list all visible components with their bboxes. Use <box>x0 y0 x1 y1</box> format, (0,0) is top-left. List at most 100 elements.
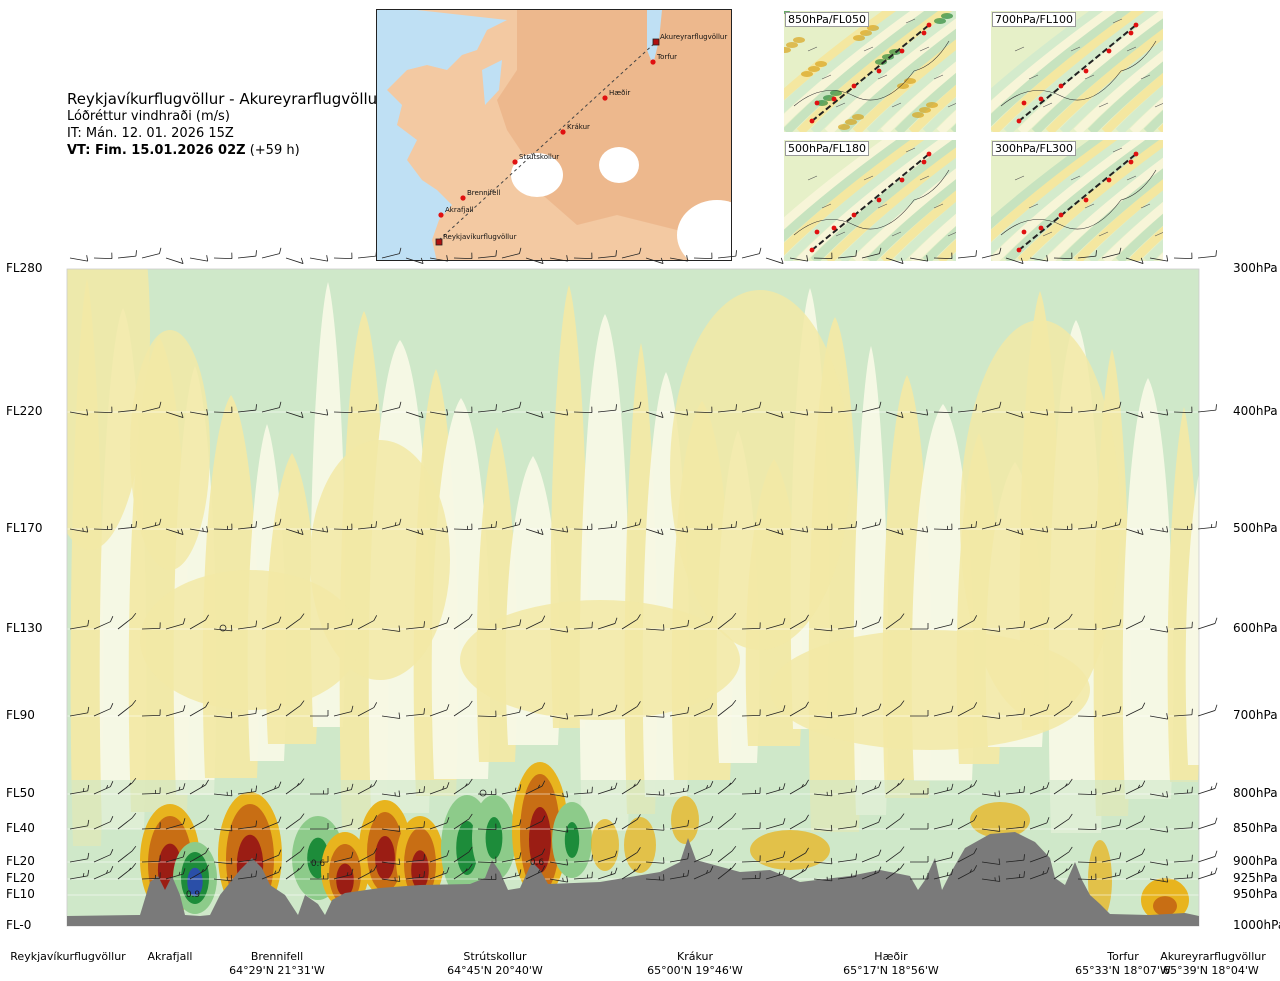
wind-barb <box>165 818 186 830</box>
wind-barb <box>93 406 113 414</box>
wind-barb <box>837 785 858 795</box>
wind-barb <box>405 821 425 830</box>
hpa-tick-label: 500hPa <box>1233 521 1278 535</box>
wind-barb <box>693 849 714 863</box>
wind-barb <box>1197 782 1218 795</box>
wind-barb <box>669 869 690 880</box>
location-coord: 64°45'N 20°40'W <box>447 964 543 977</box>
lake-west <box>482 60 502 105</box>
wind-barb <box>645 257 664 264</box>
mini-map-stripe <box>796 11 954 132</box>
location-name: Strútskollur <box>463 950 527 963</box>
wind-barb <box>477 788 497 796</box>
wind-barb <box>549 713 569 720</box>
wind-barb <box>1029 850 1050 863</box>
wind-barb <box>717 812 737 830</box>
field-region <box>670 290 850 650</box>
mini-map-barb <box>1126 46 1137 52</box>
wind-barb <box>765 411 784 418</box>
wind-barb <box>189 701 209 717</box>
wind-barb <box>117 845 137 863</box>
fl-tick-label: FL20 <box>6 854 35 868</box>
mini-map-barb <box>1126 175 1137 181</box>
mini-map-blob <box>793 37 805 43</box>
wind-barb <box>669 784 690 795</box>
mini-map-barb <box>1084 203 1095 209</box>
wind-barb <box>1029 817 1050 830</box>
field-region <box>130 330 210 570</box>
terrain-fill <box>67 832 1199 926</box>
wind-barb <box>381 625 401 632</box>
mini-map-barb <box>1112 18 1123 24</box>
mini-map-waypoint <box>921 159 927 165</box>
wind-barb <box>597 817 618 830</box>
mini-map-blob <box>801 71 813 77</box>
wind-barb <box>189 847 209 863</box>
wind-barb <box>141 855 161 863</box>
waypoint-label: Krákur <box>567 123 590 131</box>
wind-barb <box>933 818 954 830</box>
mini-map-stripe <box>908 213 956 261</box>
wind-barb <box>717 612 737 630</box>
wind-barb <box>861 247 882 259</box>
fl-tick-label: FL170 <box>6 521 43 535</box>
wind-barb <box>117 862 137 880</box>
wind-barb <box>981 825 1001 832</box>
wind-barb <box>981 858 1001 865</box>
mini-map-stripe <box>1129 226 1163 261</box>
mini-map-waypoint <box>1058 212 1064 218</box>
mini-map-blob <box>830 90 842 96</box>
wind-barb <box>597 867 618 880</box>
mini-map-blob <box>897 83 909 89</box>
wind-barb <box>597 404 617 413</box>
wind-barb <box>189 864 209 880</box>
wind-barb <box>933 868 954 880</box>
mini-map-stripe <box>1031 147 1163 261</box>
wind-barb <box>1125 615 1146 630</box>
wind-barb <box>933 618 954 630</box>
wind-barb <box>789 409 809 416</box>
mini-map-barb <box>877 203 888 209</box>
wind-barb <box>765 618 786 630</box>
wind-barb <box>717 699 737 717</box>
wind-barb <box>405 854 425 863</box>
location-name: Akrafjall <box>147 950 193 963</box>
field-region <box>460 600 740 720</box>
mini-map-waypoint <box>876 197 882 203</box>
wind-barb <box>1101 784 1122 795</box>
wind-barb <box>813 874 833 882</box>
wind-barb <box>741 709 761 717</box>
mini-map-barb <box>1140 203 1151 209</box>
wind-barb <box>381 401 402 413</box>
wind-barb <box>813 711 833 719</box>
wind-barb <box>957 865 978 880</box>
wind-barb <box>837 250 857 259</box>
wind-barb <box>597 250 617 259</box>
mini-map-barb <box>877 74 888 80</box>
wind-barb <box>501 401 522 413</box>
mini-map-barb <box>919 175 930 181</box>
wind-barb <box>597 704 618 717</box>
wind-barb <box>1149 713 1169 720</box>
mini-map-stripe <box>991 140 1133 256</box>
wind-barb <box>573 821 593 830</box>
waypoint-marker <box>512 159 518 165</box>
wind-barb <box>501 852 522 863</box>
wind-barb <box>645 857 665 864</box>
wind-barb <box>501 247 522 259</box>
wind-barb <box>910 873 929 880</box>
waypoint-label: Torfur <box>656 53 677 61</box>
wind-barb <box>621 701 641 717</box>
wind-barb <box>525 815 546 830</box>
mini-map-waypoint <box>926 151 932 157</box>
wind-barb <box>309 255 329 262</box>
wind-barb <box>1029 782 1050 795</box>
wind-barb <box>837 707 858 717</box>
wind-barb <box>789 814 809 830</box>
wind-barb <box>1173 621 1193 630</box>
wind-barb <box>1005 411 1024 418</box>
wind-barb <box>405 871 425 880</box>
wind-barb <box>717 250 737 259</box>
wind-barb <box>1149 626 1169 633</box>
wind-barb <box>405 621 425 630</box>
